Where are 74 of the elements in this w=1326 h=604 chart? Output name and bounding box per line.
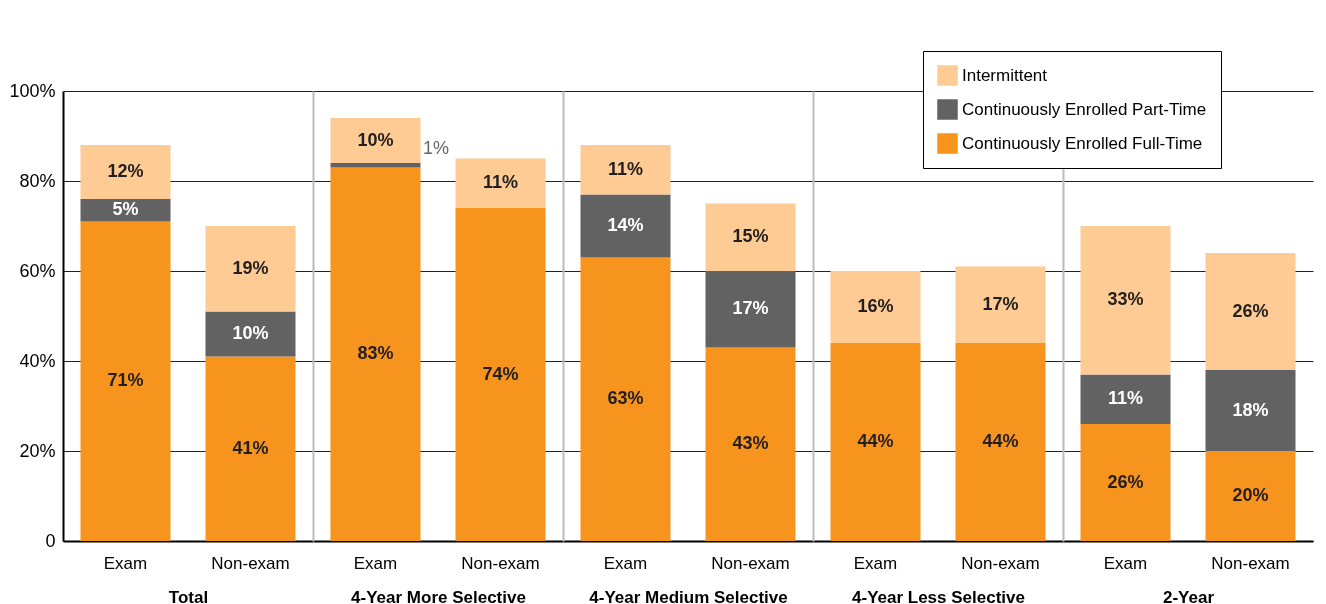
data-label: 1% — [423, 138, 450, 158]
data-label: 10% — [232, 323, 269, 343]
bar — [1205, 370, 1296, 451]
data-label: 26% — [1232, 300, 1269, 321]
bar — [205, 226, 296, 312]
data-label: 19% — [232, 257, 269, 278]
bar — [455, 208, 546, 541]
legend-label: Intermittent — [962, 65, 1048, 85]
data-label: 74% — [482, 363, 519, 384]
x-tick-label: Exam — [353, 553, 398, 573]
y-tick-label: 0 — [45, 530, 56, 551]
bar — [580, 145, 671, 195]
legend-label: Continuously Enrolled Full-Time — [962, 133, 1203, 153]
bar — [580, 257, 671, 541]
x-axis-title: 2-Year — [1162, 587, 1215, 604]
x-tick-label: Non-exam — [711, 553, 790, 573]
data-label: 17% — [732, 298, 769, 319]
data-label: 14% — [607, 215, 644, 235]
bar — [80, 145, 171, 199]
x-tick-label: Exam — [853, 553, 898, 573]
data-label: 41% — [232, 437, 269, 458]
data-label: 83% — [357, 343, 394, 364]
data-label: 44% — [982, 431, 1019, 451]
y-tick-label: 40% — [19, 350, 56, 371]
bar — [205, 311, 296, 357]
x-tick-label: Exam — [103, 553, 148, 573]
y-tick-label: 80% — [19, 170, 56, 191]
bar — [1205, 451, 1296, 541]
bar — [705, 271, 796, 348]
bar — [205, 356, 296, 541]
data-label: 43% — [732, 433, 769, 454]
bar — [1080, 424, 1171, 541]
y-tick-label: 60% — [19, 260, 56, 281]
bar — [1080, 374, 1171, 424]
data-label: 44% — [857, 431, 894, 451]
data-label: 71% — [107, 370, 144, 391]
data-label: 16% — [857, 296, 894, 316]
x-axis-title: 4-Year More Selective — [351, 587, 526, 604]
x-tick-label: Exam — [603, 553, 648, 573]
bar — [330, 118, 421, 163]
bar — [330, 163, 421, 168]
data-label: 63% — [607, 388, 644, 409]
data-label: 20% — [1232, 485, 1269, 505]
x-tick-label: Non-exam — [211, 553, 290, 573]
x-axis-title: Total — [168, 587, 209, 604]
data-label: 26% — [1107, 471, 1144, 492]
y-tick-label: 100% — [9, 80, 56, 101]
bar — [705, 203, 796, 271]
data-label: 11% — [607, 158, 644, 179]
x-tick-label: Non-exam — [961, 553, 1040, 573]
x-axis-title: 4-Year Medium Selective — [589, 587, 788, 604]
x-tick-label: Non-exam — [461, 553, 540, 573]
bar — [80, 221, 171, 541]
data-label: 18% — [1232, 399, 1269, 420]
legend-label: Continuously Enrolled Part-Time — [962, 99, 1207, 119]
bar — [1205, 253, 1296, 370]
x-axis-title: 4-Year Less Selective — [852, 587, 1025, 604]
bar — [705, 347, 796, 541]
bar — [455, 158, 546, 208]
data-label: 12% — [107, 161, 144, 181]
bar — [580, 194, 671, 258]
bar — [80, 199, 171, 222]
bar — [1080, 226, 1171, 375]
data-label: 33% — [1107, 289, 1144, 310]
data-label: 11% — [1107, 388, 1144, 409]
data-label: 15% — [732, 226, 769, 247]
x-tick-label: Exam — [1103, 553, 1148, 573]
data-label: 17% — [982, 293, 1019, 314]
data-label: 11% — [482, 172, 519, 193]
y-tick-label: 20% — [19, 440, 56, 461]
bar — [330, 167, 421, 541]
x-tick-label: Non-exam — [1211, 553, 1290, 573]
data-label: 10% — [357, 129, 394, 150]
data-label: 5% — [112, 199, 139, 220]
